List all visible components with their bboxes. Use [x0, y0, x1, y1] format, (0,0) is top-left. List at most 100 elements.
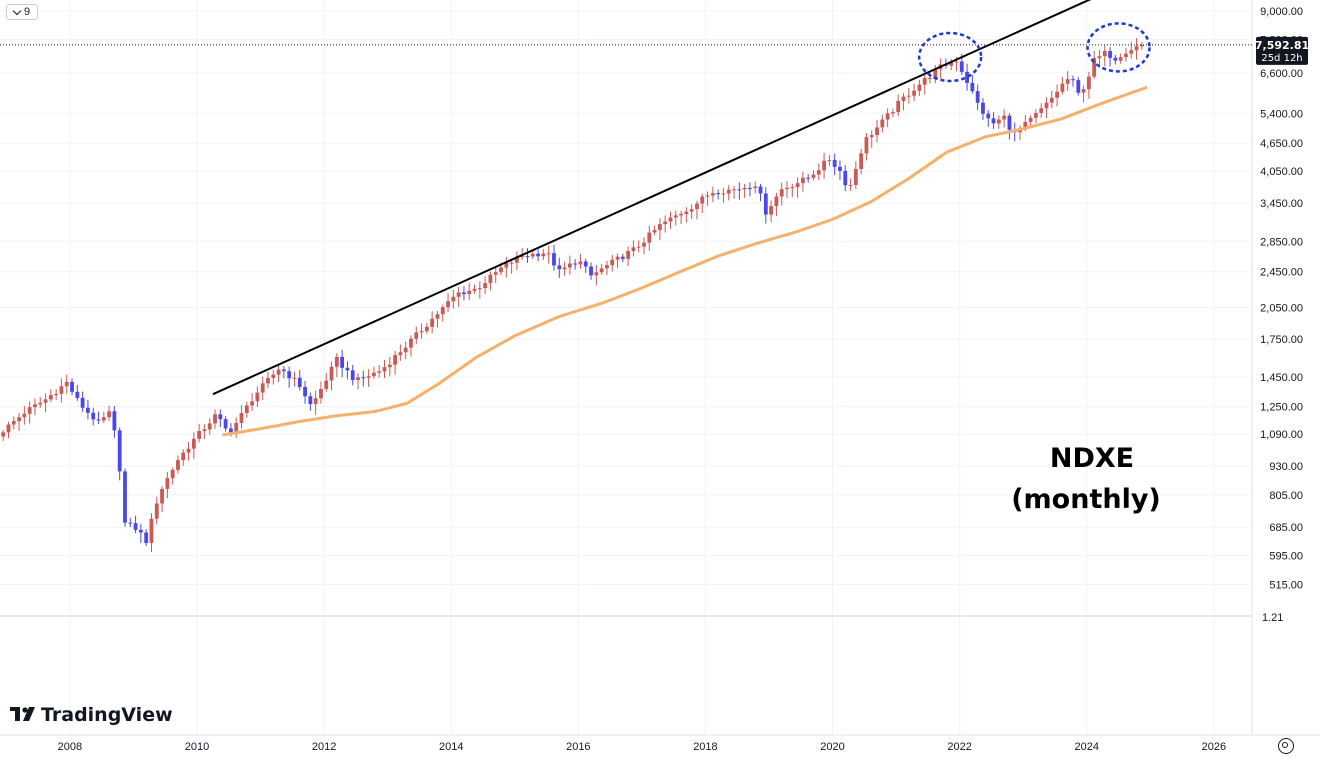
gear-icon[interactable]	[1278, 738, 1294, 754]
candle-body	[901, 96, 906, 101]
candle-body	[663, 221, 668, 225]
candle-body	[626, 251, 631, 259]
candle-body	[774, 196, 779, 207]
candle	[181, 448, 186, 466]
candle	[891, 108, 895, 118]
candle	[133, 515, 138, 534]
candle	[234, 417, 239, 438]
candle	[483, 276, 488, 294]
price-tick-label: 595.00	[1269, 550, 1303, 562]
price-tick-label: 5,400.00	[1260, 108, 1303, 120]
candle-body	[1065, 79, 1070, 84]
candle	[689, 204, 694, 220]
candle-body	[785, 187, 789, 190]
candle	[901, 93, 906, 111]
candle-body	[144, 532, 149, 543]
candle-body	[811, 174, 816, 178]
candle	[631, 240, 636, 257]
candle-body	[303, 387, 307, 397]
candle	[843, 165, 848, 192]
candle-body	[22, 413, 27, 418]
candle-body	[933, 69, 938, 78]
candle	[1034, 109, 1038, 124]
candle	[292, 371, 297, 387]
candle	[403, 341, 408, 360]
candle-body	[255, 392, 260, 402]
tradingview-logo[interactable]: TradingView	[10, 704, 173, 726]
candle-body	[446, 301, 450, 308]
brand-name: TradingView	[41, 704, 173, 726]
candle-body	[250, 401, 255, 406]
price-axis[interactable]: 515.00 595.00 685.00 805.00 930.00 1,090.00 1,…	[1260, 6, 1303, 592]
candle	[160, 486, 164, 513]
candle	[340, 349, 345, 378]
candle-body	[816, 170, 821, 175]
candle-body	[334, 356, 339, 367]
trend-line[interactable]	[212, 0, 1103, 396]
candle-body	[1086, 76, 1091, 90]
candle-body	[271, 374, 276, 378]
candle	[647, 225, 652, 251]
candle-body	[668, 217, 673, 222]
candle	[811, 170, 816, 181]
candle-body	[562, 267, 567, 270]
candle	[991, 112, 996, 129]
candle	[922, 72, 927, 95]
candle	[297, 370, 302, 391]
candle	[255, 386, 260, 408]
candle-body	[567, 263, 572, 268]
candle	[981, 98, 985, 120]
candle	[864, 133, 869, 161]
candle	[1060, 76, 1065, 95]
candle	[1102, 45, 1107, 67]
candle	[1, 429, 6, 442]
candle	[244, 401, 249, 418]
candle	[732, 185, 736, 199]
candle	[424, 323, 429, 334]
interval-dropdown-button[interactable]: 9	[6, 4, 38, 20]
candle-body	[589, 266, 593, 276]
time-axis[interactable]: 2008 2010 2012 2014 2016 2018 2020 2022 2024 2026	[58, 741, 1226, 753]
candle	[721, 188, 726, 203]
candle-body	[393, 355, 397, 365]
candle	[816, 163, 821, 180]
candle-body	[880, 119, 885, 128]
candle	[705, 191, 710, 206]
candle	[303, 380, 307, 404]
candle-body	[679, 213, 683, 216]
candle-body	[266, 377, 270, 384]
candle	[107, 405, 112, 421]
candle	[186, 441, 191, 461]
price-tick-label: 515.00	[1269, 579, 1303, 591]
candle-body	[1102, 51, 1107, 57]
candle	[657, 218, 662, 240]
candle	[1092, 50, 1097, 80]
candle-body	[1139, 44, 1144, 47]
candle	[313, 390, 318, 415]
interval-label: 9	[23, 6, 31, 18]
candle-body	[345, 367, 350, 371]
candle-body	[329, 366, 334, 381]
candle	[287, 366, 292, 388]
candle-body	[467, 290, 472, 295]
candle-body	[1097, 56, 1102, 59]
last-price-badge: 7,592.81 25d 12h	[1255, 36, 1309, 65]
highlight-circles[interactable]	[917, 22, 1151, 83]
candle	[753, 181, 758, 194]
candle	[27, 401, 32, 424]
candle	[1002, 109, 1007, 128]
candle-body	[170, 469, 175, 479]
candle-body	[981, 102, 985, 114]
highlight-circle[interactable]	[917, 31, 983, 83]
candle	[382, 360, 387, 378]
candle	[11, 416, 16, 430]
candle-body	[912, 90, 917, 96]
candle	[1139, 41, 1144, 50]
candle-body	[557, 265, 562, 270]
candle	[642, 237, 646, 255]
candle-body	[472, 288, 477, 291]
highlight-circle[interactable]	[1086, 22, 1151, 73]
candle	[38, 397, 43, 408]
candle	[875, 119, 879, 143]
